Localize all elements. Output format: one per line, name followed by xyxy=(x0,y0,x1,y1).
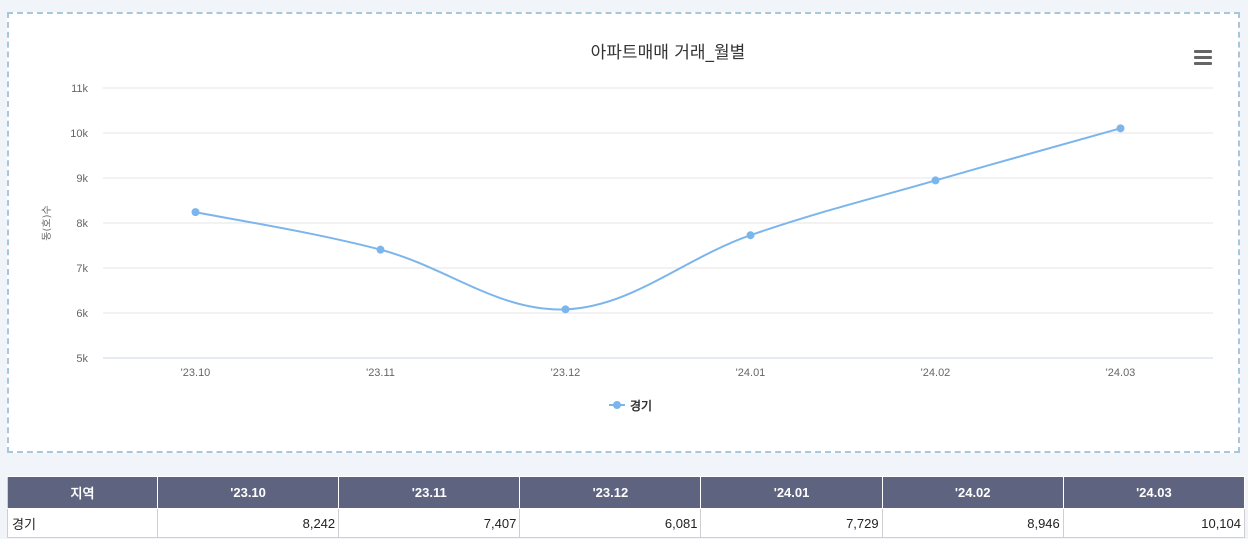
table-cell: 7,407 xyxy=(338,508,521,538)
header-month: '24.02 xyxy=(881,476,1064,509)
table-cell: 7,729 xyxy=(700,508,883,538)
chart-title: 아파트매매 거래_월별 xyxy=(591,43,746,63)
data-point xyxy=(561,305,570,314)
y-tick-label: 8k xyxy=(76,218,88,230)
chart-menu-icon[interactable] xyxy=(1194,50,1212,66)
y-tick-label: 7k xyxy=(76,263,88,275)
y-tick-label: 11k xyxy=(71,83,88,95)
line-chart: 아파트매매 거래_월별동(호)수 5k 6k 7k 8k 9k 10k 11k '23.10 '2… xyxy=(41,43,1213,413)
data-point xyxy=(376,245,385,254)
legend-marker xyxy=(613,401,621,409)
header-month: '23.11 xyxy=(338,476,521,509)
data-point xyxy=(931,176,940,185)
series-line xyxy=(195,127,1121,311)
y-axis-label: 동(호)수 xyxy=(41,205,53,240)
y-tick-label: 10k xyxy=(70,128,88,140)
header-month: '24.03 xyxy=(1062,476,1246,509)
data-point xyxy=(746,231,755,240)
y-tick-label: 5k xyxy=(76,353,88,365)
data-point xyxy=(191,208,200,217)
data-table: 지역 '23.10 '23.11 '23.12 '24.01 '24.02 '2… xyxy=(7,476,1246,538)
table-header-row: 지역 '23.10 '23.11 '23.12 '24.01 '24.02 '2… xyxy=(7,476,1246,509)
table-cell: 8,242 xyxy=(156,508,340,538)
legend-label: 경기 xyxy=(630,398,652,413)
header-month: '24.01 xyxy=(700,476,883,509)
x-tick-label: '24.02 xyxy=(921,367,951,379)
table-cell: 6,081 xyxy=(519,508,702,538)
x-tick-label: '23.12 xyxy=(551,367,581,379)
table-cell-region: 경기 xyxy=(7,508,158,538)
table-cell: 10,104 xyxy=(1062,508,1246,538)
y-tick-label: 9k xyxy=(76,173,88,185)
header-month: '23.12 xyxy=(519,476,702,509)
header-region: 지역 xyxy=(7,476,158,509)
table-row: 경기 8,242 7,407 6,081 7,729 8,946 10,104 xyxy=(7,508,1246,538)
y-tick-label: 6k xyxy=(76,308,88,320)
x-tick-label: '24.01 xyxy=(736,367,766,379)
x-tick-label: '23.11 xyxy=(366,367,395,379)
data-point xyxy=(1116,124,1125,133)
x-tick-label: '24.03 xyxy=(1106,367,1136,379)
x-tick-label: '23.10 xyxy=(181,367,211,379)
header-month: '23.10 xyxy=(156,476,340,509)
table-cell: 8,946 xyxy=(881,508,1064,538)
